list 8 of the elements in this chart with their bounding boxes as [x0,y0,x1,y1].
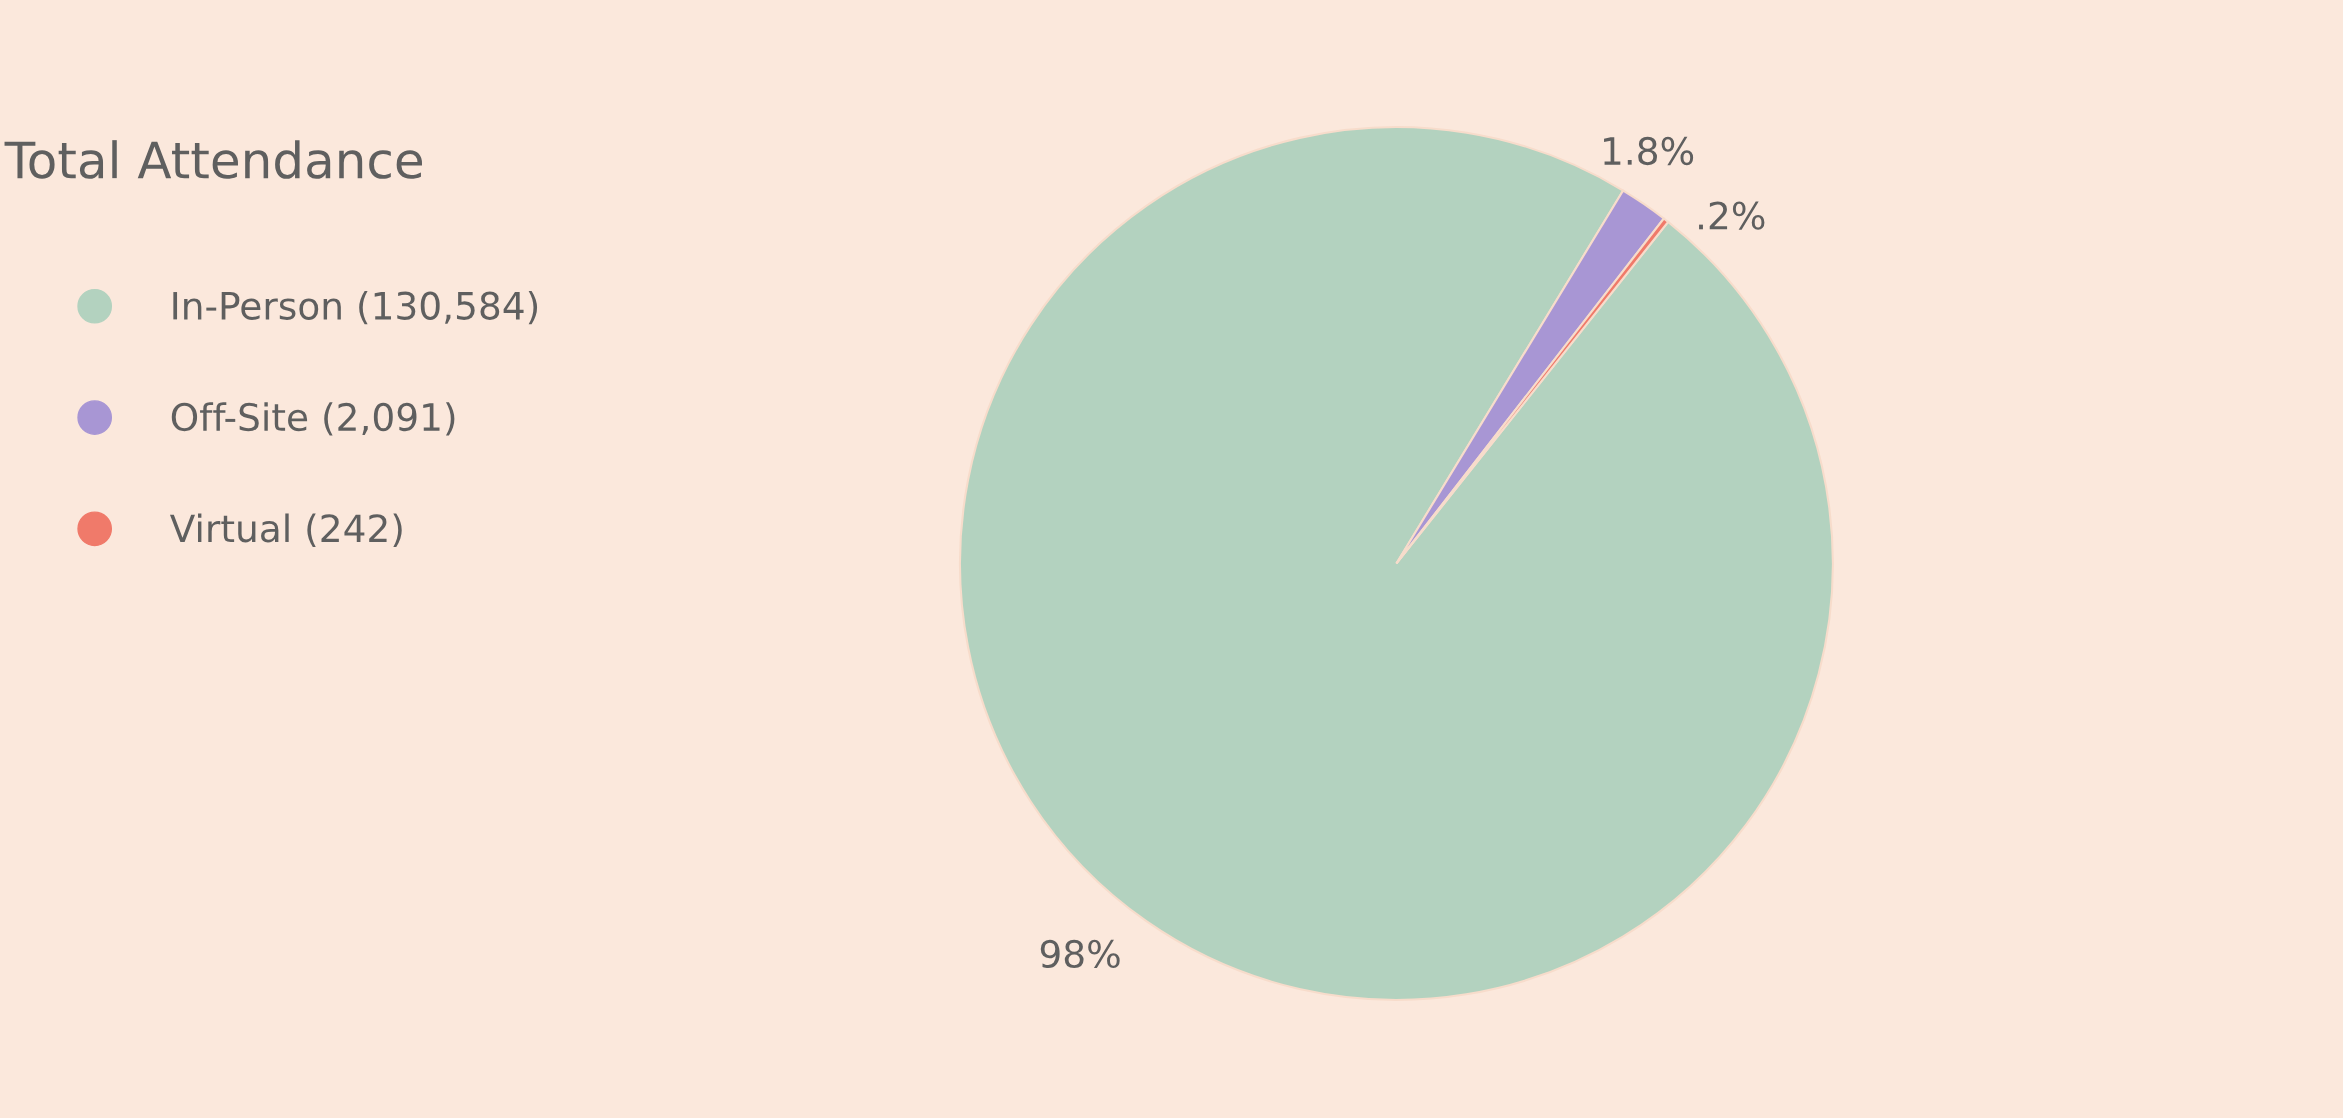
chart-title: Total Attendance [4,140,422,179]
pie-slice [958,125,1834,1001]
data-label: .2% [1699,201,1765,230]
data-label: 1.8% [1604,136,1694,166]
data-label: 98% [1040,939,1120,969]
legend-label: Off-Site (2,091) [171,402,455,436]
legend-label: Virtual (242) [169,513,402,547]
legend-label: In-Person (130,584) [173,290,538,325]
